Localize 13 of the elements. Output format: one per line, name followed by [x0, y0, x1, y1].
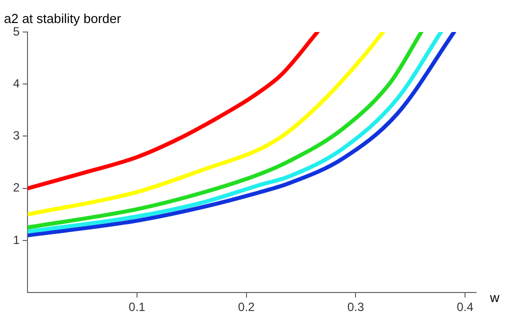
x-tick-label: 0.1	[128, 300, 146, 314]
x-tick-label: 0.4	[456, 300, 474, 314]
line-series	[28, 32, 386, 216]
x-tick-label: 0.3	[347, 300, 364, 314]
y-tick-label: 4	[12, 76, 20, 90]
y-tick-label: 2	[12, 180, 20, 195]
x-axis-title: w	[489, 290, 500, 306]
y-tick-label: 5	[12, 24, 20, 38]
line-series	[28, 32, 320, 190]
y-tick-label: 1	[12, 232, 20, 247]
x-tick-label: 0.2	[238, 300, 256, 314]
y-axis-title: a2 at stability border	[4, 11, 122, 26]
y-tick-label: 3	[12, 128, 20, 143]
